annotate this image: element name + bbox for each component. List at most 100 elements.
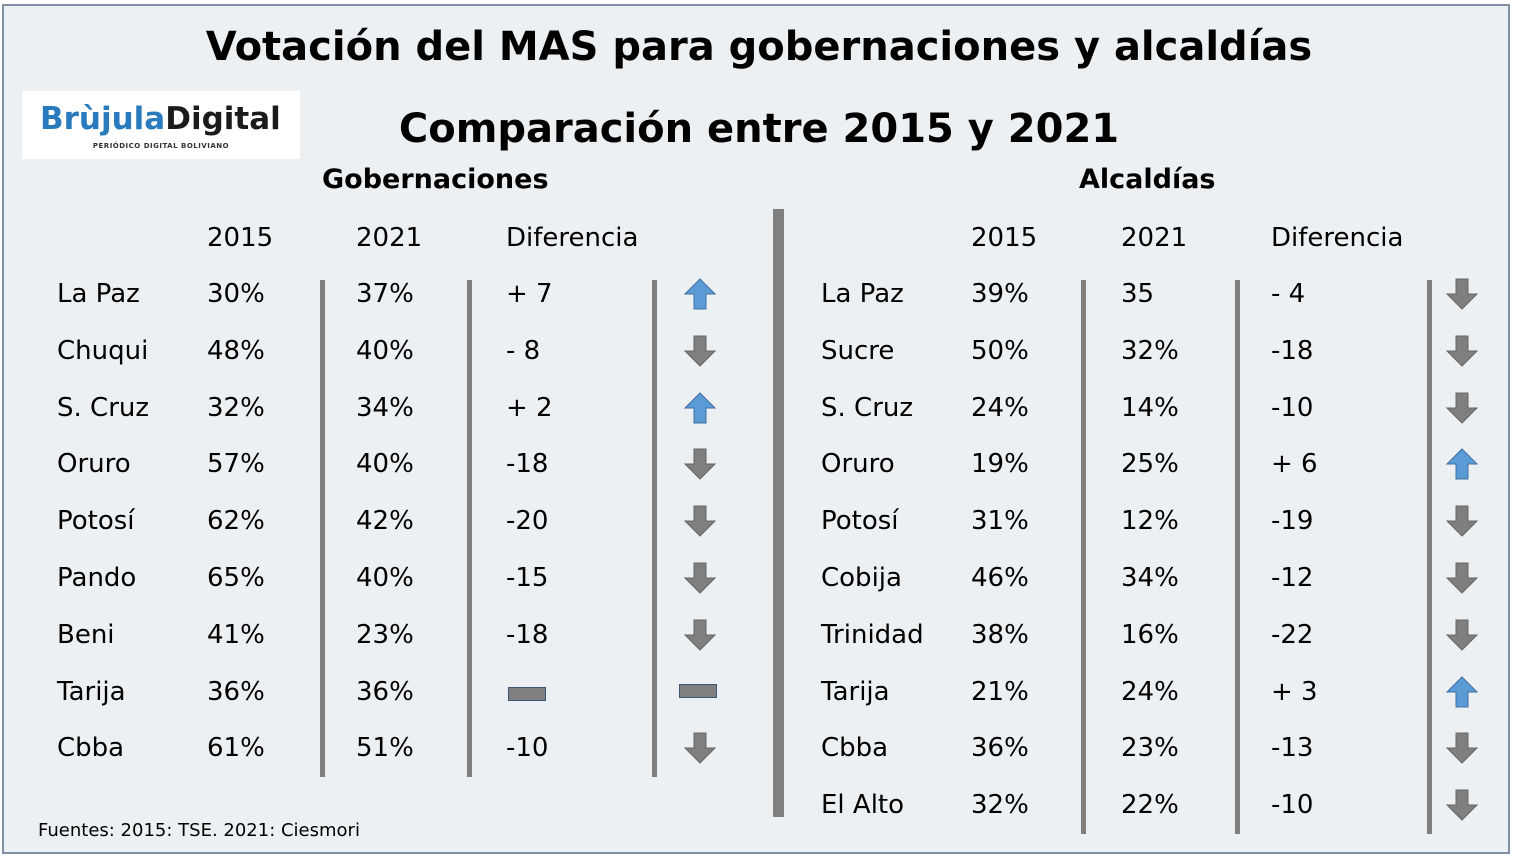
value-2021: 40% [356,449,414,480]
value-2021: 35 [1121,279,1155,309]
value-2015: 46% [971,563,1029,593]
arrow-down-icon [1445,788,1479,822]
value-2015: 30% [207,279,265,309]
column-divider [652,280,657,778]
row-name: Tarija [821,676,890,707]
value-2021: 23% [1121,733,1179,764]
value-2015: 62% [207,506,265,537]
row-name: Oruro [821,449,895,480]
value-2015: 57% [207,449,265,480]
arrow-down-icon [1445,618,1479,652]
arrow-down-icon [683,731,717,765]
difference-value: -19 [1271,506,1314,537]
row-name: S. Cruz [821,392,914,423]
difference-value: - 4 [1271,279,1306,309]
column-divider [1427,280,1432,834]
value-2021: 37% [356,279,414,309]
page-subtitle: Comparación entre 2015 y 2021 [398,106,1120,152]
value-2021: 42% [356,506,414,537]
column-header: 2021 [1121,223,1188,253]
row-name: Oruro [57,449,131,480]
brujula-digital-logo: BrùjulaDigital PERIÓDICO DIGITAL BOLIVIA… [22,91,300,159]
value-2015: 32% [207,392,265,423]
no-change-icon [679,683,717,698]
value-2021: 34% [356,392,414,423]
row-name: Potosí [821,506,899,537]
row-name: Pando [57,563,137,593]
difference-value: -10 [1271,790,1314,821]
column-header: 2021 [356,223,423,253]
difference-value: -20 [506,506,549,537]
difference-value: -10 [506,733,549,764]
difference-value: + 3 [1271,676,1318,707]
row-name: La Paz [57,279,140,309]
alcaldias-heading: Alcaldías [1079,164,1216,195]
difference-value: -10 [1271,392,1314,423]
logo-tagline: PERIÓDICO DIGITAL BOLIVIANO [92,142,230,150]
value-2015: 39% [971,279,1029,309]
column-header: Diferencia [506,223,639,253]
arrow-down-icon [1445,504,1479,538]
value-2015: 61% [207,733,265,764]
row-name: Sucre [821,335,895,366]
difference-value: - 8 [506,335,541,366]
arrow-down-icon [683,618,717,652]
arrow-down-icon [683,334,717,368]
gobernaciones-heading: Gobernaciones [322,164,549,195]
value-2015: 38% [971,619,1029,650]
value-2015: 50% [971,335,1029,366]
column-divider [1081,280,1086,834]
row-name: Chuqui [57,335,149,366]
arrow-up-icon [1445,447,1479,481]
arrow-down-icon [1445,391,1479,425]
value-2021: 23% [356,619,414,650]
value-2015: 36% [971,733,1029,764]
difference-value: -18 [506,619,549,650]
value-2015: 24% [971,392,1029,423]
difference-value: -13 [1271,733,1314,764]
column-header: 2015 [971,223,1038,253]
difference-value: + 2 [506,392,553,423]
difference-value: -12 [1271,563,1314,593]
value-2021: 24% [1121,676,1179,707]
value-2015: 31% [971,506,1029,537]
infographic: Votación del MAS para gobernaciones y al… [2,4,1510,854]
value-2015: 21% [971,676,1029,707]
value-2015: 32% [971,790,1029,821]
difference-value: -22 [1271,619,1314,650]
arrow-down-icon [683,447,717,481]
value-2021: 40% [356,563,414,593]
value-2021: 34% [1121,563,1179,593]
arrow-up-icon [1445,675,1479,709]
value-2021: 22% [1121,790,1179,821]
arrow-down-icon [1445,561,1479,595]
value-2021: 32% [1121,335,1179,366]
difference-value: -18 [506,449,549,480]
no-change-dash [508,686,546,701]
row-name: S. Cruz [57,392,150,423]
row-name: El Alto [821,790,905,821]
source-note: Fuentes: 2015: TSE. 2021: Ciesmori [38,820,360,841]
logo-name-part2: Digital [165,101,281,137]
value-2015: 65% [207,563,265,593]
center-divider [773,209,784,817]
row-name: Cbba [57,733,125,764]
arrow-down-icon [1445,277,1479,311]
difference-value: + 7 [506,279,553,309]
value-2021: 14% [1121,392,1179,423]
difference-value: -15 [506,563,549,593]
value-2021: 40% [356,335,414,366]
value-2021: 16% [1121,619,1179,650]
value-2015: 41% [207,619,265,650]
logo-name-part1: Brùjula [40,101,166,137]
row-name: Tarija [57,676,126,707]
row-name: Beni [57,619,115,650]
difference-value: + 6 [1271,449,1318,480]
arrow-up-icon [683,277,717,311]
arrow-down-icon [683,504,717,538]
value-2021: 51% [356,733,414,764]
row-name: Potosí [57,506,135,537]
column-divider [1235,280,1240,834]
column-header: 2015 [207,223,274,253]
value-2021: 25% [1121,449,1179,480]
